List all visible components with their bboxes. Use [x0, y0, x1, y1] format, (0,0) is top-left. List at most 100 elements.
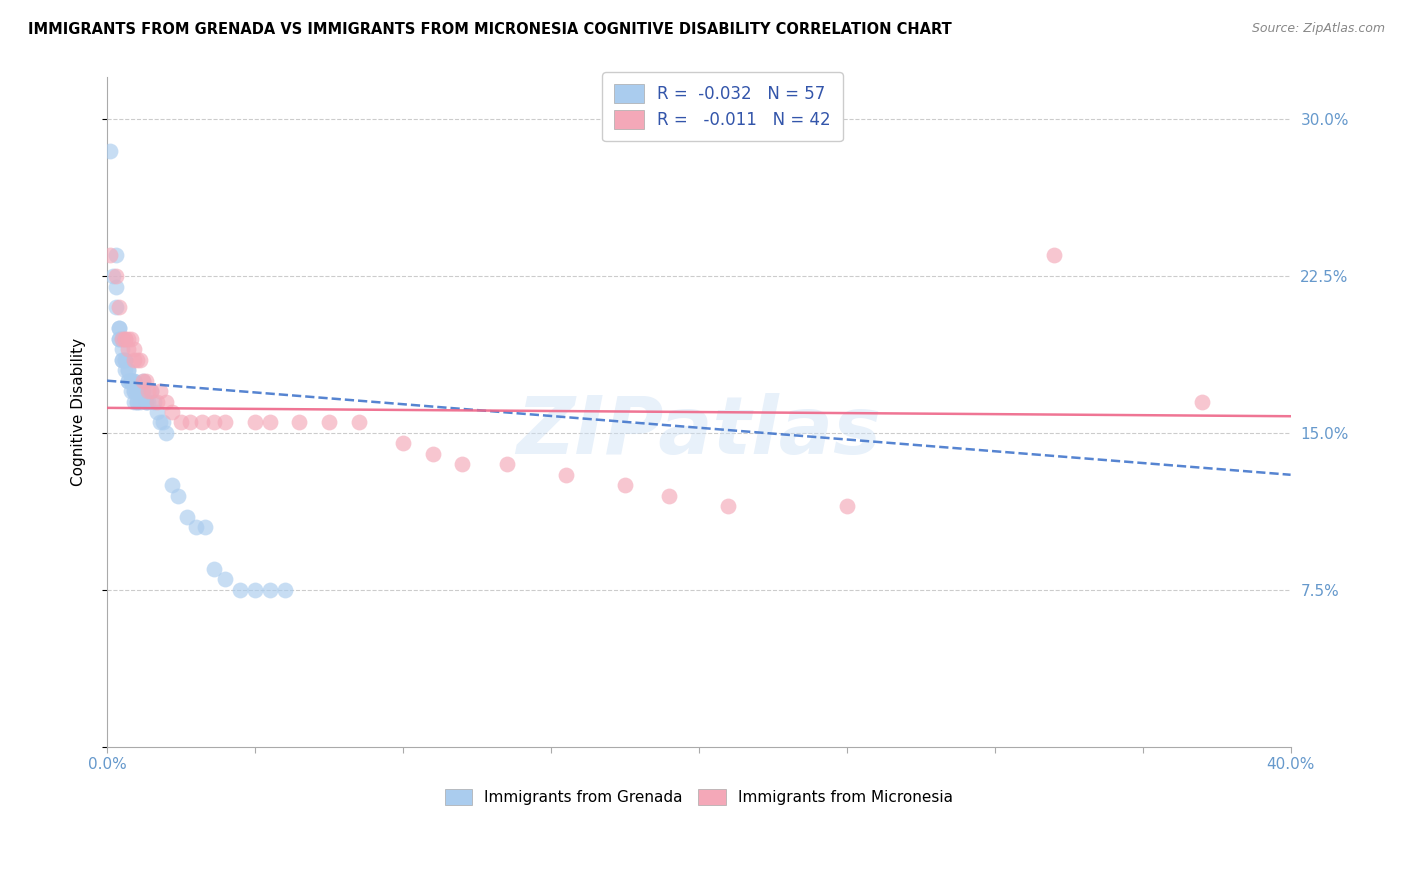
Point — [347, 416, 370, 430]
Point — [155, 394, 177, 409]
Point — [243, 416, 266, 430]
Point — [160, 405, 183, 419]
Point — [146, 394, 169, 409]
Point — [108, 301, 131, 315]
Point — [120, 374, 142, 388]
Point — [111, 343, 134, 357]
Point — [122, 384, 145, 398]
Y-axis label: Cognitive Disability: Cognitive Disability — [72, 338, 86, 486]
Point — [128, 384, 150, 398]
Point — [190, 416, 212, 430]
Point — [141, 384, 163, 398]
Point — [117, 332, 139, 346]
Point — [125, 384, 148, 398]
Point — [318, 416, 340, 430]
Point — [554, 467, 576, 482]
Point — [149, 384, 172, 398]
Point — [122, 384, 145, 398]
Point — [392, 436, 415, 450]
Point — [495, 458, 517, 472]
Point — [101, 269, 124, 284]
Point — [717, 499, 740, 513]
Point — [149, 416, 172, 430]
Point — [117, 374, 139, 388]
Point — [98, 144, 121, 158]
Legend: Immigrants from Grenada, Immigrants from Micronesia: Immigrants from Grenada, Immigrants from… — [437, 781, 960, 813]
Point — [122, 374, 145, 388]
Point — [125, 384, 148, 398]
Point — [111, 352, 134, 367]
Text: IMMIGRANTS FROM GRENADA VS IMMIGRANTS FROM MICRONESIA COGNITIVE DISABILITY CORRE: IMMIGRANTS FROM GRENADA VS IMMIGRANTS FR… — [28, 22, 952, 37]
Point — [451, 458, 474, 472]
Point — [202, 562, 225, 576]
Point — [143, 394, 166, 409]
Point — [117, 343, 139, 357]
Point — [114, 352, 136, 367]
Point — [120, 384, 142, 398]
Point — [194, 520, 217, 534]
Point — [214, 572, 236, 586]
Point — [114, 332, 136, 346]
Point — [114, 352, 136, 367]
Point — [122, 394, 145, 409]
Point — [202, 416, 225, 430]
Point — [135, 394, 157, 409]
Point — [131, 374, 153, 388]
Point — [120, 374, 142, 388]
Point — [243, 582, 266, 597]
Point — [422, 447, 444, 461]
Point — [259, 582, 281, 597]
Point — [128, 352, 150, 367]
Point — [160, 478, 183, 492]
Point — [114, 332, 136, 346]
Point — [152, 416, 174, 430]
Point — [214, 416, 236, 430]
Point — [114, 363, 136, 377]
Text: ZIPatlas: ZIPatlas — [516, 393, 882, 471]
Point — [835, 499, 858, 513]
Point — [108, 332, 131, 346]
Point — [1043, 248, 1066, 262]
Point — [104, 248, 127, 262]
Point — [122, 374, 145, 388]
Point — [98, 248, 121, 262]
Point — [146, 405, 169, 419]
Point — [229, 582, 252, 597]
Point — [104, 301, 127, 315]
Point — [122, 352, 145, 367]
Point — [117, 363, 139, 377]
Point — [141, 384, 163, 398]
Point — [259, 416, 281, 430]
Point — [125, 394, 148, 409]
Point — [125, 352, 148, 367]
Point — [135, 374, 157, 388]
Point — [138, 394, 160, 409]
Point — [658, 489, 681, 503]
Point — [125, 394, 148, 409]
Text: Source: ZipAtlas.com: Source: ZipAtlas.com — [1251, 22, 1385, 36]
Point — [120, 332, 142, 346]
Point — [176, 509, 198, 524]
Point — [111, 332, 134, 346]
Point — [111, 352, 134, 367]
Point — [131, 384, 153, 398]
Point — [155, 425, 177, 440]
Point — [1191, 394, 1213, 409]
Point — [108, 321, 131, 335]
Point — [131, 374, 153, 388]
Point — [104, 279, 127, 293]
Point — [122, 343, 145, 357]
Point — [108, 332, 131, 346]
Point — [117, 374, 139, 388]
Point — [128, 394, 150, 409]
Point — [179, 416, 201, 430]
Point — [288, 416, 311, 430]
Point — [135, 394, 157, 409]
Point — [120, 374, 142, 388]
Point — [104, 269, 127, 284]
Point — [170, 416, 193, 430]
Point — [117, 363, 139, 377]
Point — [108, 321, 131, 335]
Point — [167, 489, 190, 503]
Point — [273, 582, 295, 597]
